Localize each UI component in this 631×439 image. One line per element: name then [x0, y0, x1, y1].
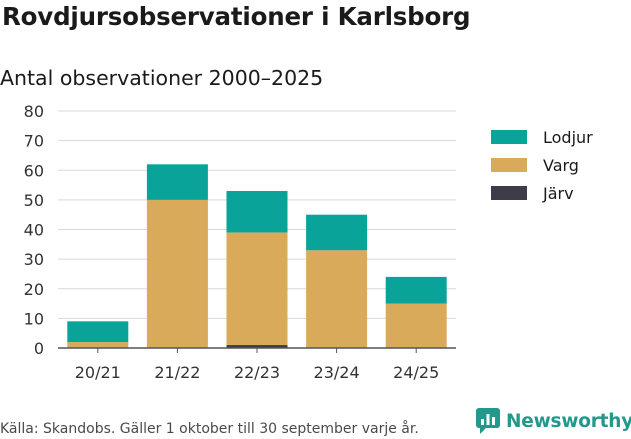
y-tick-label: 20 — [24, 280, 44, 299]
bar-segment-varg — [385, 303, 447, 348]
brand-logo: Newsworthy — [476, 408, 631, 434]
x-tick-label: 21/22 — [154, 363, 200, 382]
brand-name: Newsworthy — [506, 410, 631, 432]
legend-swatch-varg — [491, 158, 527, 172]
bar-segment-varg — [306, 250, 368, 348]
bar-segment-varg — [67, 342, 129, 348]
bar-segment-lodjur — [146, 164, 208, 200]
y-tick-label: 70 — [24, 132, 44, 151]
x-tick-label: 20/21 — [75, 363, 121, 382]
legend-label: Varg — [543, 156, 579, 175]
bar-segment-lodjur — [306, 214, 368, 251]
x-tick-label: 23/24 — [314, 363, 360, 382]
bar-segment-lodjur — [67, 321, 129, 343]
legend-label: Lodjur — [543, 128, 593, 147]
y-tick-label: 50 — [24, 191, 44, 210]
bar-segment-järv — [226, 345, 288, 348]
y-tick-label: 30 — [24, 250, 44, 269]
chart-subtitle: Antal observationer 2000–2025 — [0, 66, 324, 90]
legend-swatch-järv — [491, 186, 527, 200]
y-tick-label: 10 — [24, 309, 44, 328]
y-tick-label: 60 — [24, 161, 44, 180]
y-tick-label: 40 — [24, 221, 44, 240]
bar-segment-lodjur — [385, 276, 447, 304]
bar-segment-varg — [146, 199, 208, 348]
source-note: Källa: Skandobs. Gäller 1 oktober till 3… — [0, 421, 419, 437]
x-tick-label: 22/23 — [234, 363, 280, 382]
bar-segment-lodjur — [226, 190, 288, 233]
chart-title: Rovdjursobservationer i Karlsborg — [2, 2, 471, 31]
bar-segment-varg — [226, 232, 288, 346]
legend-swatch-lodjur — [491, 130, 527, 144]
y-tick-label: 80 — [24, 102, 44, 121]
newsworthy-logo-icon — [476, 408, 500, 434]
x-tick-label: 24/25 — [393, 363, 439, 382]
legend-label: Järv — [542, 184, 574, 203]
y-tick-label: 0 — [34, 339, 44, 358]
